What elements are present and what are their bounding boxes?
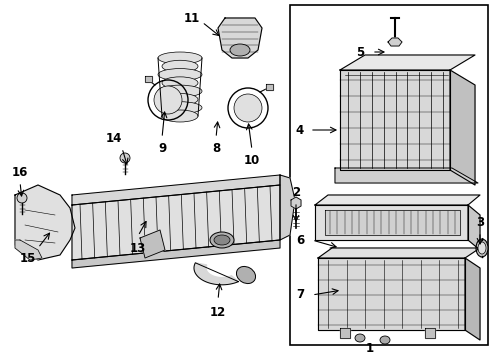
- Ellipse shape: [476, 239, 488, 257]
- Ellipse shape: [162, 110, 198, 122]
- Text: 13: 13: [130, 242, 146, 255]
- Polygon shape: [388, 38, 402, 46]
- Ellipse shape: [158, 52, 202, 64]
- Polygon shape: [318, 258, 465, 330]
- Ellipse shape: [210, 232, 234, 248]
- Polygon shape: [15, 240, 42, 260]
- Polygon shape: [340, 70, 450, 170]
- Polygon shape: [140, 230, 165, 258]
- Polygon shape: [340, 55, 475, 70]
- Polygon shape: [15, 185, 75, 260]
- Ellipse shape: [234, 94, 262, 122]
- Text: 5: 5: [356, 45, 364, 58]
- Polygon shape: [291, 197, 301, 209]
- Text: 1: 1: [366, 342, 374, 355]
- Text: 6: 6: [296, 234, 304, 247]
- Ellipse shape: [237, 266, 256, 284]
- Ellipse shape: [230, 44, 250, 56]
- Ellipse shape: [162, 60, 198, 72]
- Text: 15: 15: [20, 252, 36, 265]
- Polygon shape: [280, 175, 295, 240]
- Polygon shape: [425, 328, 435, 338]
- Polygon shape: [145, 76, 152, 82]
- Text: 11: 11: [184, 12, 200, 24]
- Polygon shape: [450, 70, 475, 185]
- Bar: [290, 5, 488, 345]
- Polygon shape: [340, 328, 350, 338]
- Polygon shape: [72, 185, 280, 260]
- Ellipse shape: [478, 242, 486, 254]
- Text: 14: 14: [106, 131, 122, 144]
- Polygon shape: [325, 210, 460, 235]
- Text: 7: 7: [296, 288, 304, 302]
- Polygon shape: [318, 248, 480, 258]
- Text: 4: 4: [296, 123, 304, 136]
- Polygon shape: [465, 258, 480, 340]
- Text: 16: 16: [12, 166, 28, 179]
- Polygon shape: [468, 205, 480, 250]
- Ellipse shape: [380, 336, 390, 344]
- Ellipse shape: [158, 85, 202, 97]
- Text: 10: 10: [244, 153, 260, 166]
- Ellipse shape: [158, 68, 202, 81]
- Ellipse shape: [355, 334, 365, 342]
- Text: 9: 9: [158, 141, 166, 154]
- Polygon shape: [315, 205, 468, 240]
- Ellipse shape: [162, 94, 198, 105]
- Polygon shape: [72, 240, 280, 268]
- Polygon shape: [194, 263, 239, 285]
- Text: 8: 8: [212, 141, 220, 154]
- Ellipse shape: [17, 193, 27, 203]
- Polygon shape: [315, 195, 480, 205]
- Text: 2: 2: [292, 185, 300, 198]
- Text: 3: 3: [476, 216, 484, 229]
- Polygon shape: [72, 175, 280, 205]
- Polygon shape: [335, 168, 478, 183]
- Ellipse shape: [158, 102, 202, 114]
- Ellipse shape: [120, 153, 130, 163]
- Polygon shape: [266, 84, 273, 90]
- Ellipse shape: [162, 77, 198, 89]
- Ellipse shape: [154, 86, 182, 114]
- Ellipse shape: [214, 235, 230, 245]
- Polygon shape: [218, 18, 262, 58]
- Text: 12: 12: [210, 306, 226, 319]
